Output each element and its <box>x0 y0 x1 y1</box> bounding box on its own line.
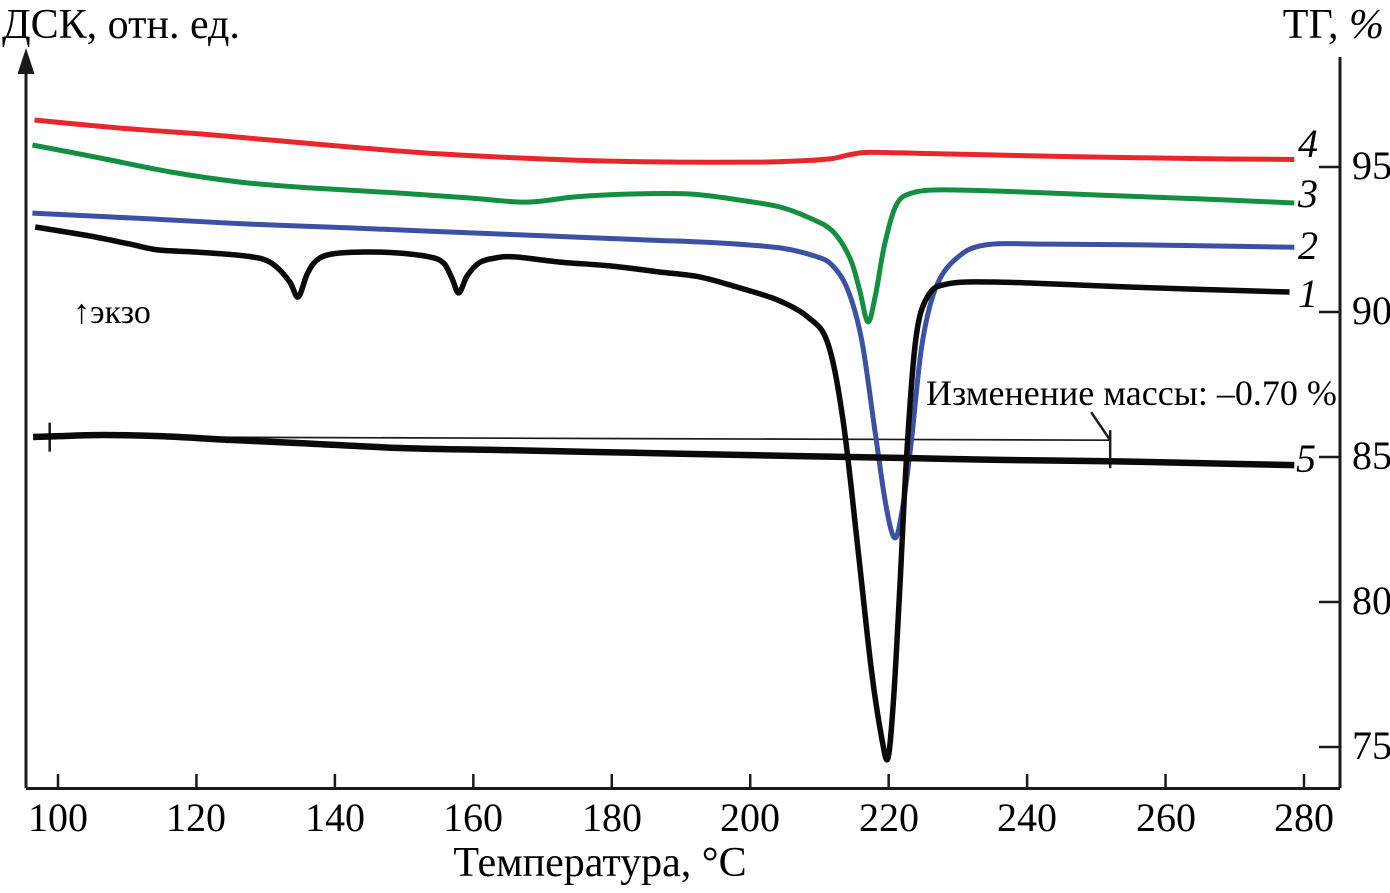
right-axis-title-unit: % <box>1349 2 1384 48</box>
x-tick-label: 140 <box>305 795 365 840</box>
x-tick-label: 240 <box>997 795 1057 840</box>
curve-label-3: 3 <box>1298 171 1318 216</box>
curve-5-path <box>32 431 1295 469</box>
right-axis-title-text: ТГ, <box>1282 2 1349 48</box>
bracket-leader-line <box>1090 411 1112 441</box>
x-tick-label: 100 <box>28 795 88 840</box>
x-tick-label: 200 <box>720 795 780 840</box>
y-tick-label: 80 <box>1352 578 1390 623</box>
curves <box>31 117 1295 763</box>
exo-direction-label: ↑экзо <box>73 294 151 331</box>
y-tick-label: 75 <box>1352 723 1390 768</box>
y-tick-label: 90 <box>1352 288 1390 333</box>
x-tick-label: 260 <box>1136 795 1196 840</box>
y-tick-label: 95 <box>1352 143 1390 188</box>
curve-4-path <box>34 117 1295 165</box>
y-tick-label: 85 <box>1352 433 1390 478</box>
x-tick-label: 120 <box>166 795 226 840</box>
mass-change-annotation: Изменение массы: –0.70 % <box>926 373 1337 413</box>
x-tick-label: 220 <box>859 795 919 840</box>
curve-label-1: 1 <box>1298 271 1318 316</box>
axes <box>17 48 1342 790</box>
x-tick-label: 180 <box>582 795 642 840</box>
curve-2-path <box>32 210 1295 541</box>
curve-label-4: 4 <box>1298 121 1318 166</box>
curve-label-5: 5 <box>1296 436 1316 481</box>
curve-1-path <box>34 224 1290 763</box>
left-axis-title: ДСК, отн. ед. <box>2 2 240 48</box>
right-axis-title: ТГ, % <box>1283 3 1384 47</box>
left-axis-arrowhead-icon <box>17 48 35 74</box>
curve-3-path <box>31 142 1295 325</box>
x-tick-label: 280 <box>1274 795 1334 840</box>
x-tick-label: 160 <box>443 795 503 840</box>
curve-label-2: 2 <box>1298 223 1318 268</box>
x-axis-title: Температура, °C <box>453 840 747 886</box>
axis-ticks <box>56 165 1340 788</box>
